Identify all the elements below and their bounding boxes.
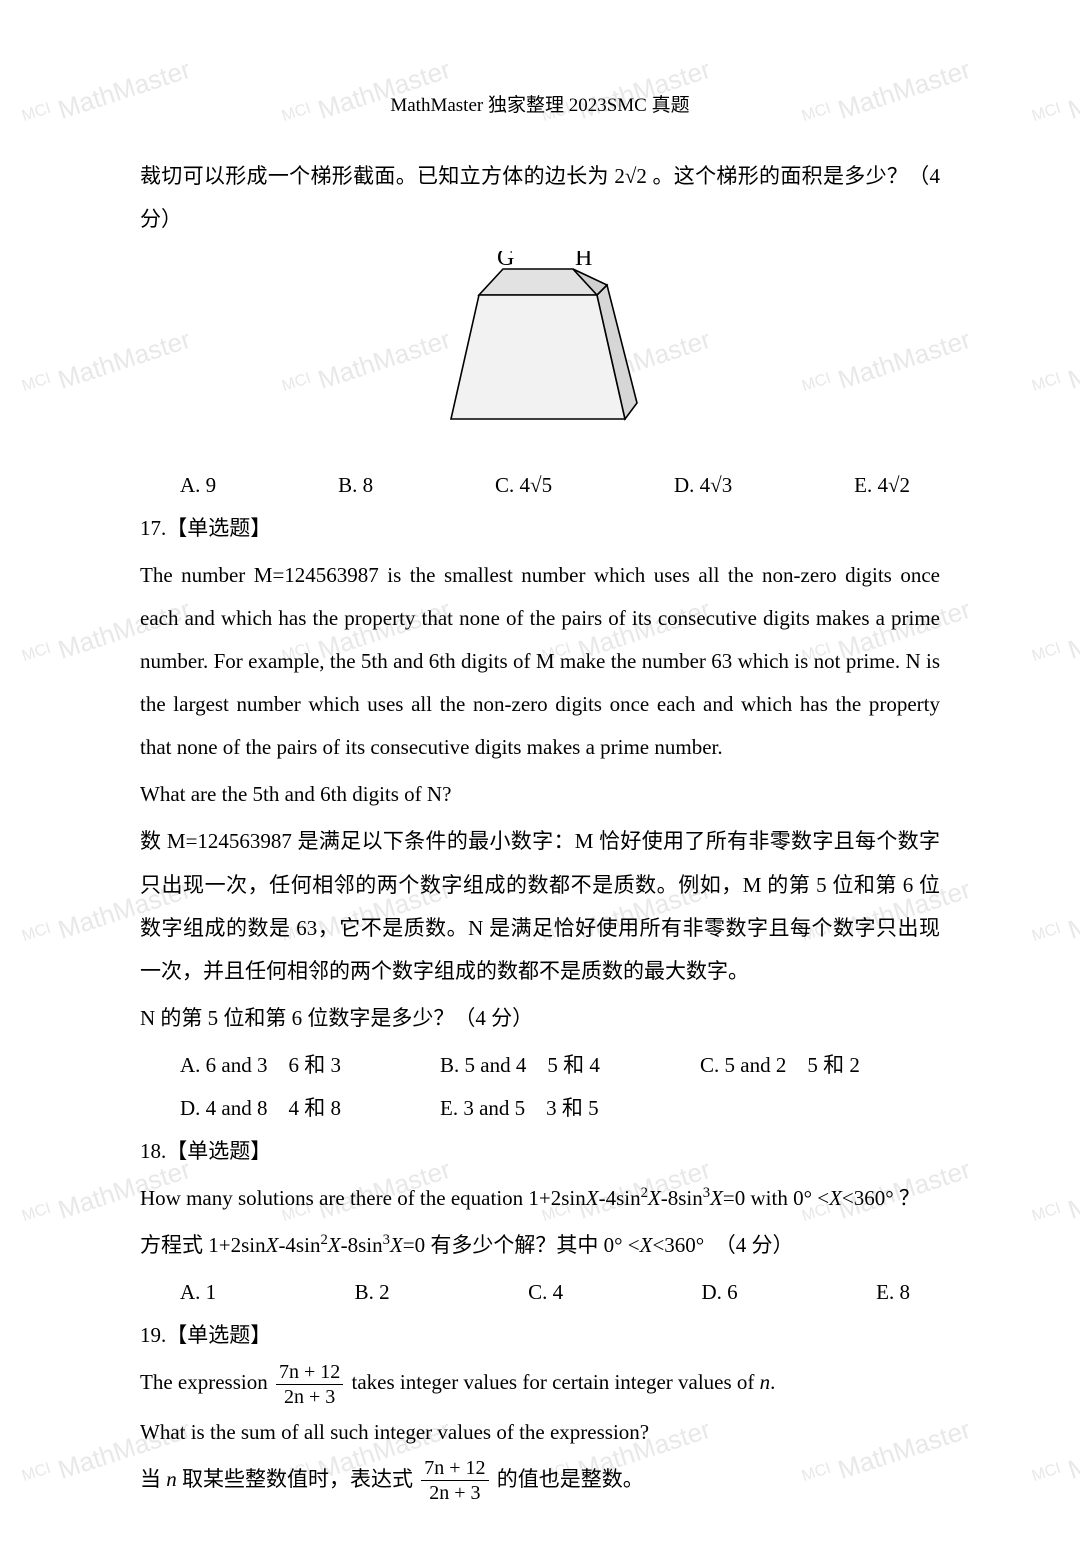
q19-frac-den: 2n + 3: [276, 1385, 343, 1407]
q18-opt-a: A. 1: [180, 1271, 216, 1314]
q18-opt-b: B. 2: [355, 1271, 390, 1314]
q17-en1: The number M=124563987 is the smallest n…: [140, 554, 940, 769]
q17-en2: What are the 5th and 6th digits of N?: [140, 773, 940, 816]
q17-options: A. 6 and 3 6 和 3 B. 5 and 4 5 和 4 C. 5 a…: [180, 1044, 940, 1130]
q19-frac: 7n + 12 2n + 3: [276, 1362, 343, 1407]
q18-label: 18.【单选题】: [140, 1130, 940, 1173]
q17-opt-a: A. 6 and 3 6 和 3: [180, 1044, 440, 1087]
label-G: G: [497, 251, 514, 271]
q17-opt-c: C. 5 and 2 5 和 2: [700, 1044, 960, 1087]
q16-opt-b: B. 8: [338, 464, 373, 507]
q17-opt-d: D. 4 and 8 4 和 8: [180, 1087, 440, 1130]
q18-opt-c: C. 4: [528, 1271, 563, 1314]
q16-figure: G H: [140, 251, 940, 446]
q17-label: 17.【单选题】: [140, 507, 940, 550]
q19-frac-zh: 7n + 12 2n + 3: [421, 1458, 488, 1503]
q19-zh: 当 n 取某些整数值时，表达式 7n + 12 2n + 3 的值也是整数。: [140, 1458, 940, 1504]
q17-zh2: N 的第 5 位和第 6 位数字是多少？（4 分）: [140, 997, 940, 1040]
q19-zh-post: 的值也是整数。: [497, 1467, 644, 1491]
q19-en1: The expression 7n + 12 2n + 3 takes inte…: [140, 1361, 940, 1407]
q18-en: How many solutions are there of the equa…: [140, 1177, 940, 1220]
q17-opt-e: E. 3 and 5 3 和 5: [440, 1087, 700, 1130]
q19-en1-post: takes integer values for certain integer…: [352, 1370, 776, 1394]
q19-label: 19.【单选题】: [140, 1314, 940, 1357]
label-H: H: [575, 251, 592, 271]
q16-opt-d: D. 4√3: [674, 464, 732, 507]
q16-opt-e: E. 4√2: [854, 464, 910, 507]
q16-options: A. 9 B. 8 C. 4√5 D. 4√3 E. 4√2: [180, 464, 940, 507]
q16-opt-a: A. 9: [180, 464, 216, 507]
q18-options: A. 1 B. 2 C. 4 D. 6 E. 8: [180, 1271, 940, 1314]
q18-zh: 方程式 1+2sinX-4sin2X-8sin3X=0 有多少个解？其中 0° …: [140, 1224, 940, 1267]
page-header: MathMaster 独家整理 2023SMC 真题: [140, 90, 940, 117]
q16-tail-text: 裁切可以形成一个梯形截面。已知立方体的边长为 2√2 。这个梯形的面积是多少？（…: [140, 155, 940, 241]
q18-opt-e: E. 8: [876, 1271, 910, 1314]
page-content: MathMaster 独家整理 2023SMC 真题 裁切可以形成一个梯形截面。…: [0, 0, 1080, 1567]
q17-zh1: 数 M=124563987 是满足以下条件的最小数字：M 恰好使用了所有非零数字…: [140, 820, 940, 992]
q19-frac-num: 7n + 12: [276, 1362, 343, 1385]
q16-opt-c: C. 4√5: [495, 464, 552, 507]
q19-en2: What is the sum of all such integer valu…: [140, 1411, 940, 1454]
q17-opt-b: B. 5 and 4 5 和 4: [440, 1044, 700, 1087]
q19-zh-pre: 当 n 取某些整数值时，表达式: [140, 1467, 418, 1491]
q19-en1-pre: The expression: [140, 1370, 273, 1394]
q18-opt-d: D. 6: [702, 1271, 738, 1314]
